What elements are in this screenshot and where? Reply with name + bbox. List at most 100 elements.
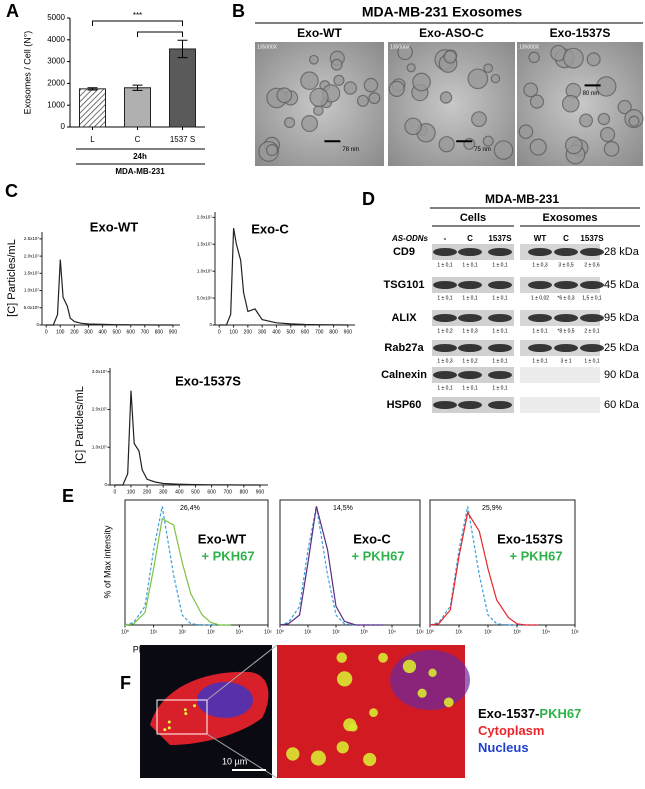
blot-title: MDA-MB-231 — [485, 192, 559, 206]
significance-bracket — [137, 31, 183, 37]
blot-row-label: Rab27a — [384, 342, 424, 354]
data-line — [124, 506, 231, 626]
cell-nucleus — [197, 682, 253, 718]
blot-quant: 1 ± 0,2 — [462, 358, 477, 364]
em-particle — [356, 94, 369, 107]
em-particle — [523, 82, 539, 98]
x-tick-label: 800 — [155, 329, 164, 335]
em-particle — [597, 112, 611, 126]
chart-subtitle: + PKH67 — [509, 548, 562, 563]
x-tick-label: 900 — [344, 329, 353, 335]
y-tick-label: 1.5x10⁷ — [197, 241, 213, 246]
blot-size: 28 kDa — [604, 246, 640, 258]
blot-quant: *6 ± 0,3 — [557, 295, 574, 301]
legend-text: PKH67 — [539, 706, 581, 721]
em-particle — [313, 105, 324, 116]
blot-band — [458, 314, 482, 322]
blot-quant: 1 ± 0,1 — [462, 262, 477, 268]
em-particle — [276, 87, 293, 104]
chart-title: Exo-C — [353, 531, 391, 546]
blot-quant: 2 ± 0,1 — [584, 328, 599, 334]
blot-band — [554, 314, 578, 322]
lane-label: WT — [534, 234, 547, 243]
blot-row-label: Calnexin — [381, 369, 427, 381]
blot-group: Exosomes — [542, 212, 597, 224]
em-particle — [528, 51, 540, 64]
exosome-spot — [183, 708, 187, 712]
y-tick-label: 4000 — [47, 35, 65, 44]
blot-size: 90 kDa — [604, 369, 640, 381]
x-tick-label: 800 — [329, 329, 338, 335]
exosome-spot — [167, 720, 171, 724]
lane-label: C — [563, 234, 569, 243]
em-particle — [529, 94, 545, 109]
exosome-spot — [378, 652, 388, 663]
blot-quant: 1 ± 0,2 — [437, 328, 452, 334]
blot-band — [488, 401, 512, 409]
error-bar — [87, 87, 98, 91]
exosome-spot — [286, 747, 300, 761]
blot-quant: 1 ± 0,3 — [532, 262, 547, 268]
blot-row-label: TSG101 — [384, 279, 425, 291]
em-particle — [412, 72, 431, 92]
x-tick-label: 10³ — [513, 629, 521, 635]
y-tick-label: 3.0x10⁷ — [92, 369, 108, 374]
em-particle — [443, 50, 457, 64]
em-magnification: 135000X — [390, 44, 411, 50]
x-tick-label: 10⁵ — [571, 629, 579, 635]
x-tick-label: 10³ — [207, 629, 215, 635]
significance-bracket — [92, 20, 183, 26]
x-tick-label: 400 — [98, 329, 107, 335]
blot-quant: 1 ± 0,1 — [492, 262, 507, 268]
em-particle — [529, 138, 547, 156]
legend-text: Cytoplasm — [478, 723, 544, 738]
em-particle — [265, 144, 279, 157]
blot-band — [433, 371, 457, 379]
em-particle — [471, 111, 487, 128]
blot-quant: 1 ± 0,1 — [492, 358, 507, 364]
blot-band — [433, 248, 457, 256]
em-particle — [388, 80, 405, 97]
group-label: 24h — [133, 152, 147, 161]
x-tick-label: 200 — [143, 489, 152, 495]
exosome-spot — [310, 750, 326, 766]
x-tick-label: 10¹ — [455, 629, 463, 635]
error-bar — [132, 84, 143, 91]
y-tick-label: 2.0x10⁷ — [197, 215, 213, 220]
blot-quant: 3 ± 0,5 — [558, 262, 573, 268]
blot-quant: 1 ± 0,1 — [532, 358, 547, 364]
blot-quant: 1 ± 0,1 — [462, 385, 477, 391]
em-magnification: 135000X — [519, 44, 540, 50]
scale-bar-label: 80 nm — [583, 91, 600, 97]
legend-text: Exo-1537- — [478, 706, 539, 721]
y-tick-label: 0 — [209, 322, 212, 327]
x-tick-label: 600 — [301, 329, 310, 335]
blot-band — [528, 281, 552, 289]
exosome-spot — [417, 688, 427, 698]
em-particle — [617, 99, 632, 115]
blot-band — [488, 248, 512, 256]
significance-label: *** — [133, 11, 142, 20]
x-tick-label: 10⁴ — [236, 629, 244, 635]
bar — [169, 48, 196, 128]
y-tick-label: 0 — [36, 322, 39, 327]
blot-band — [488, 281, 512, 289]
lane-label: 1537S — [488, 234, 512, 243]
em-particle — [490, 73, 501, 84]
chart-title: Exo-WT — [90, 219, 138, 234]
data-line — [219, 227, 348, 326]
scale-bar-label: 75 nm — [474, 147, 491, 153]
treatment-label: AS-ODNs — [391, 234, 429, 243]
em-particle — [579, 113, 593, 128]
data-line — [429, 506, 538, 626]
exosome-spot — [428, 668, 437, 678]
x-tick-label: L — [90, 135, 95, 144]
blot-band — [554, 248, 578, 256]
y-tick-label: 1.5x10⁷ — [24, 271, 40, 276]
x-tick-label: 10⁵ — [264, 629, 272, 635]
em-title: MDA-MB-231 Exosomes — [362, 4, 522, 20]
x-tick-label: 10¹ — [304, 629, 312, 635]
blot-band — [554, 281, 578, 289]
legend-entry: Exo-1537-PKH67 — [478, 706, 581, 721]
